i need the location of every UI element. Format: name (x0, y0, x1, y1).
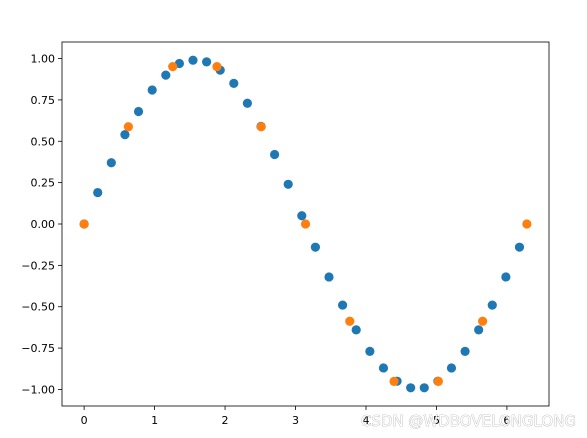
scatter-point (501, 272, 511, 282)
y-tick-label: 0.75 (31, 94, 56, 107)
scatter-point (433, 376, 443, 386)
scatter-point (93, 187, 103, 198)
scatter-point (120, 130, 130, 140)
y-axis: 1.00 0.75 0.50 0.25 0.00 −0.25 −0.50 −0.75 −1.00 (21, 53, 62, 396)
y-tick-label: −0.75 (21, 342, 55, 355)
scatter-point (522, 219, 532, 229)
scatter-point (161, 70, 171, 80)
scatter-point (123, 122, 133, 132)
x-tick-label: 0 (81, 414, 88, 427)
scatter-point (270, 149, 280, 160)
scatter-point (324, 272, 334, 282)
scatter-point (212, 62, 222, 72)
scatter-point (389, 376, 399, 386)
y-tick-label: −1.00 (21, 383, 55, 396)
scatter-point (351, 325, 361, 335)
x-tick-label: 4 (362, 414, 369, 427)
scatter-point (300, 219, 311, 229)
scatter-point (256, 122, 266, 132)
scatter-point (147, 85, 157, 95)
plot-area (79, 55, 532, 393)
y-tick-label: 1.00 (31, 53, 56, 66)
scatter-point (446, 363, 457, 373)
scatter-point (242, 98, 252, 108)
y-tick-label: 0.50 (31, 135, 56, 148)
x-tick-label: 3 (292, 414, 299, 427)
y-tick-label: 0.00 (31, 218, 56, 231)
scatter-point (106, 158, 116, 168)
scatter-point (474, 325, 484, 335)
scatter-point (310, 242, 321, 252)
scatter-point (297, 211, 307, 221)
scatter-point (338, 300, 348, 310)
scatter-point (478, 316, 488, 326)
scatter-point (419, 383, 429, 393)
scatter-point (378, 363, 389, 373)
y-tick-label: 0.25 (31, 177, 56, 190)
x-tick-label: 5 (433, 414, 440, 427)
scatter-point (168, 62, 178, 72)
x-tick-label: 2 (222, 414, 229, 427)
scatter-point (365, 346, 375, 356)
scatter-point (460, 346, 470, 356)
watermark-text: CSDN @WDBOVELONGLONG (361, 412, 576, 430)
scatter-point (229, 78, 239, 88)
x-tick-label: 6 (503, 414, 510, 427)
x-tick-label: 1 (151, 414, 158, 427)
y-tick-label: −0.50 (21, 301, 55, 314)
scatter-point (345, 316, 355, 326)
scatter-series-2 (79, 62, 532, 386)
scatter-point (79, 219, 89, 229)
scatter-point (188, 55, 198, 65)
scatter-point (201, 57, 212, 67)
scatter-point (487, 300, 497, 310)
scatter-point (406, 383, 416, 393)
scatter-point (514, 242, 525, 252)
x-axis: 0 1 2 3 4 5 6 (81, 406, 510, 427)
scatter-point (133, 106, 144, 117)
y-tick-label: −0.25 (21, 259, 55, 272)
scatter-point (283, 179, 293, 189)
